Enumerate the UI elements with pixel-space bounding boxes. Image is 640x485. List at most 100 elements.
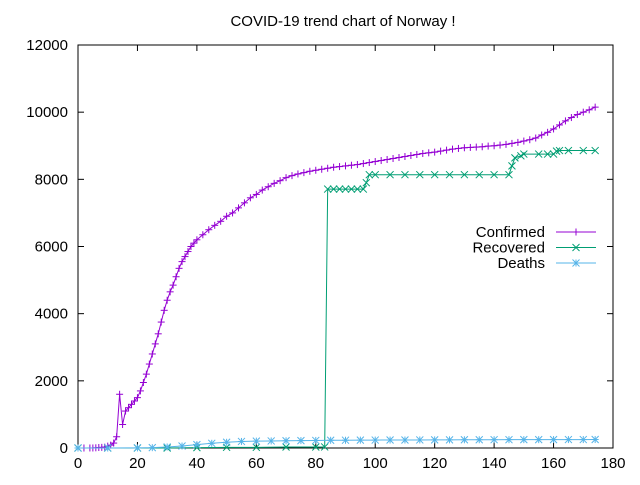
data-point-confirmed [460,144,468,152]
legend-marker-recovered [572,243,580,252]
data-point-confirmed [449,145,456,153]
data-point-confirmed [401,152,409,160]
data-point-confirmed [520,137,528,145]
x-tick-label: 0 [74,455,82,472]
data-point-recovered [430,170,439,179]
x-tick-label: 180 [600,455,625,472]
data-point-confirmed [502,140,510,148]
y-tick-label: 8000 [35,171,68,188]
data-point-confirmed [413,150,421,158]
data-point-recovered [320,443,329,451]
y-tick-label: 10000 [26,104,68,121]
data-point-confirmed [270,179,278,187]
legend-label-deaths: Deaths [497,255,545,272]
data-point-confirmed [419,149,427,157]
x-tick-label: 60 [248,455,265,472]
data-point-confirmed [395,154,403,162]
data-point-confirmed [145,360,153,368]
data-point-confirmed [178,258,186,266]
data-point-deaths [430,436,439,444]
data-point-deaths [549,435,558,444]
data-point-confirmed [294,170,302,178]
data-point-confirmed [466,143,474,151]
series-deaths [74,435,600,452]
data-point-deaths [445,435,454,444]
data-point-recovered [445,170,454,179]
data-point-confirmed [425,149,433,157]
data-point-confirmed [407,151,415,159]
data-point-confirmed [199,231,207,239]
data-point-confirmed [264,183,272,191]
data-point-deaths [282,436,290,445]
series-confirmed [74,103,599,452]
data-point-confirmed [567,114,575,122]
data-point-confirmed [157,318,165,326]
legend-label-confirmed: Confirmed [476,224,545,241]
data-point-deaths [222,438,231,447]
data-point-recovered [401,170,409,179]
data-point-recovered [311,443,320,451]
y-tick-label: 2000 [35,373,68,390]
data-point-deaths [534,435,543,444]
data-point-recovered [505,170,513,179]
data-point-deaths [505,435,513,444]
data-point-recovered [252,443,261,452]
data-point-confirmed [113,433,121,441]
data-point-confirmed [235,204,242,212]
data-point-deaths [74,444,82,452]
data-point-deaths [311,436,320,445]
data-point-recovered [475,170,484,179]
data-point-confirmed [336,163,344,171]
data-point-confirmed [306,167,314,175]
data-point-confirmed [377,157,385,165]
data-point-deaths [148,443,157,452]
x-tick-label: 80 [307,455,324,472]
data-point-deaths [386,436,394,444]
data-point-confirmed [478,143,486,151]
data-point-confirmed [443,146,451,154]
data-point-recovered [508,162,516,170]
data-point-confirmed [169,281,177,289]
data-point-confirmed [514,138,522,146]
data-point-recovered [359,185,368,193]
y-tick-label: 12000 [26,37,68,54]
data-point-recovered [579,146,588,155]
y-tick-label: 6000 [35,239,68,256]
data-point-confirmed [330,163,338,171]
data-point-deaths [519,435,528,444]
data-point-confirmed [142,370,150,378]
data-point-confirmed [136,387,144,395]
data-point-recovered [552,147,561,155]
data-point-confirmed [454,144,462,152]
data-point-confirmed [139,379,147,387]
data-point-recovered [519,150,528,158]
data-point-confirmed [128,400,135,408]
data-point-confirmed [312,166,320,174]
y-tick-label: 4000 [35,306,68,323]
legend-marker-deaths [572,259,580,267]
data-point-confirmed [561,117,569,125]
data-point-confirmed [163,296,171,304]
data-point-confirmed [229,209,237,217]
data-point-confirmed [490,142,498,150]
data-point-deaths [297,436,305,445]
data-point-deaths [267,437,276,445]
axis-layer: 0 20 40 60 80 100 120 140 160 180 0 2000 4000 6000 800… [26,37,625,472]
data-point-confirmed [116,390,124,398]
data-point-deaths [178,442,186,450]
data-point-recovered [386,170,394,179]
data-point-deaths [326,436,335,445]
data-point-recovered [371,170,380,179]
x-tick-label: 40 [189,455,206,472]
data-point-recovered [329,185,338,193]
data-point-confirmed [246,194,254,202]
data-point-recovered [362,178,371,187]
data-point-confirmed [544,128,552,136]
data-point-recovered [490,170,498,179]
data-point-recovered [335,185,344,193]
data-point-confirmed [258,186,266,194]
data-point-recovered [564,146,573,155]
data-point-recovered [511,153,519,162]
data-point-confirmed [223,212,231,220]
